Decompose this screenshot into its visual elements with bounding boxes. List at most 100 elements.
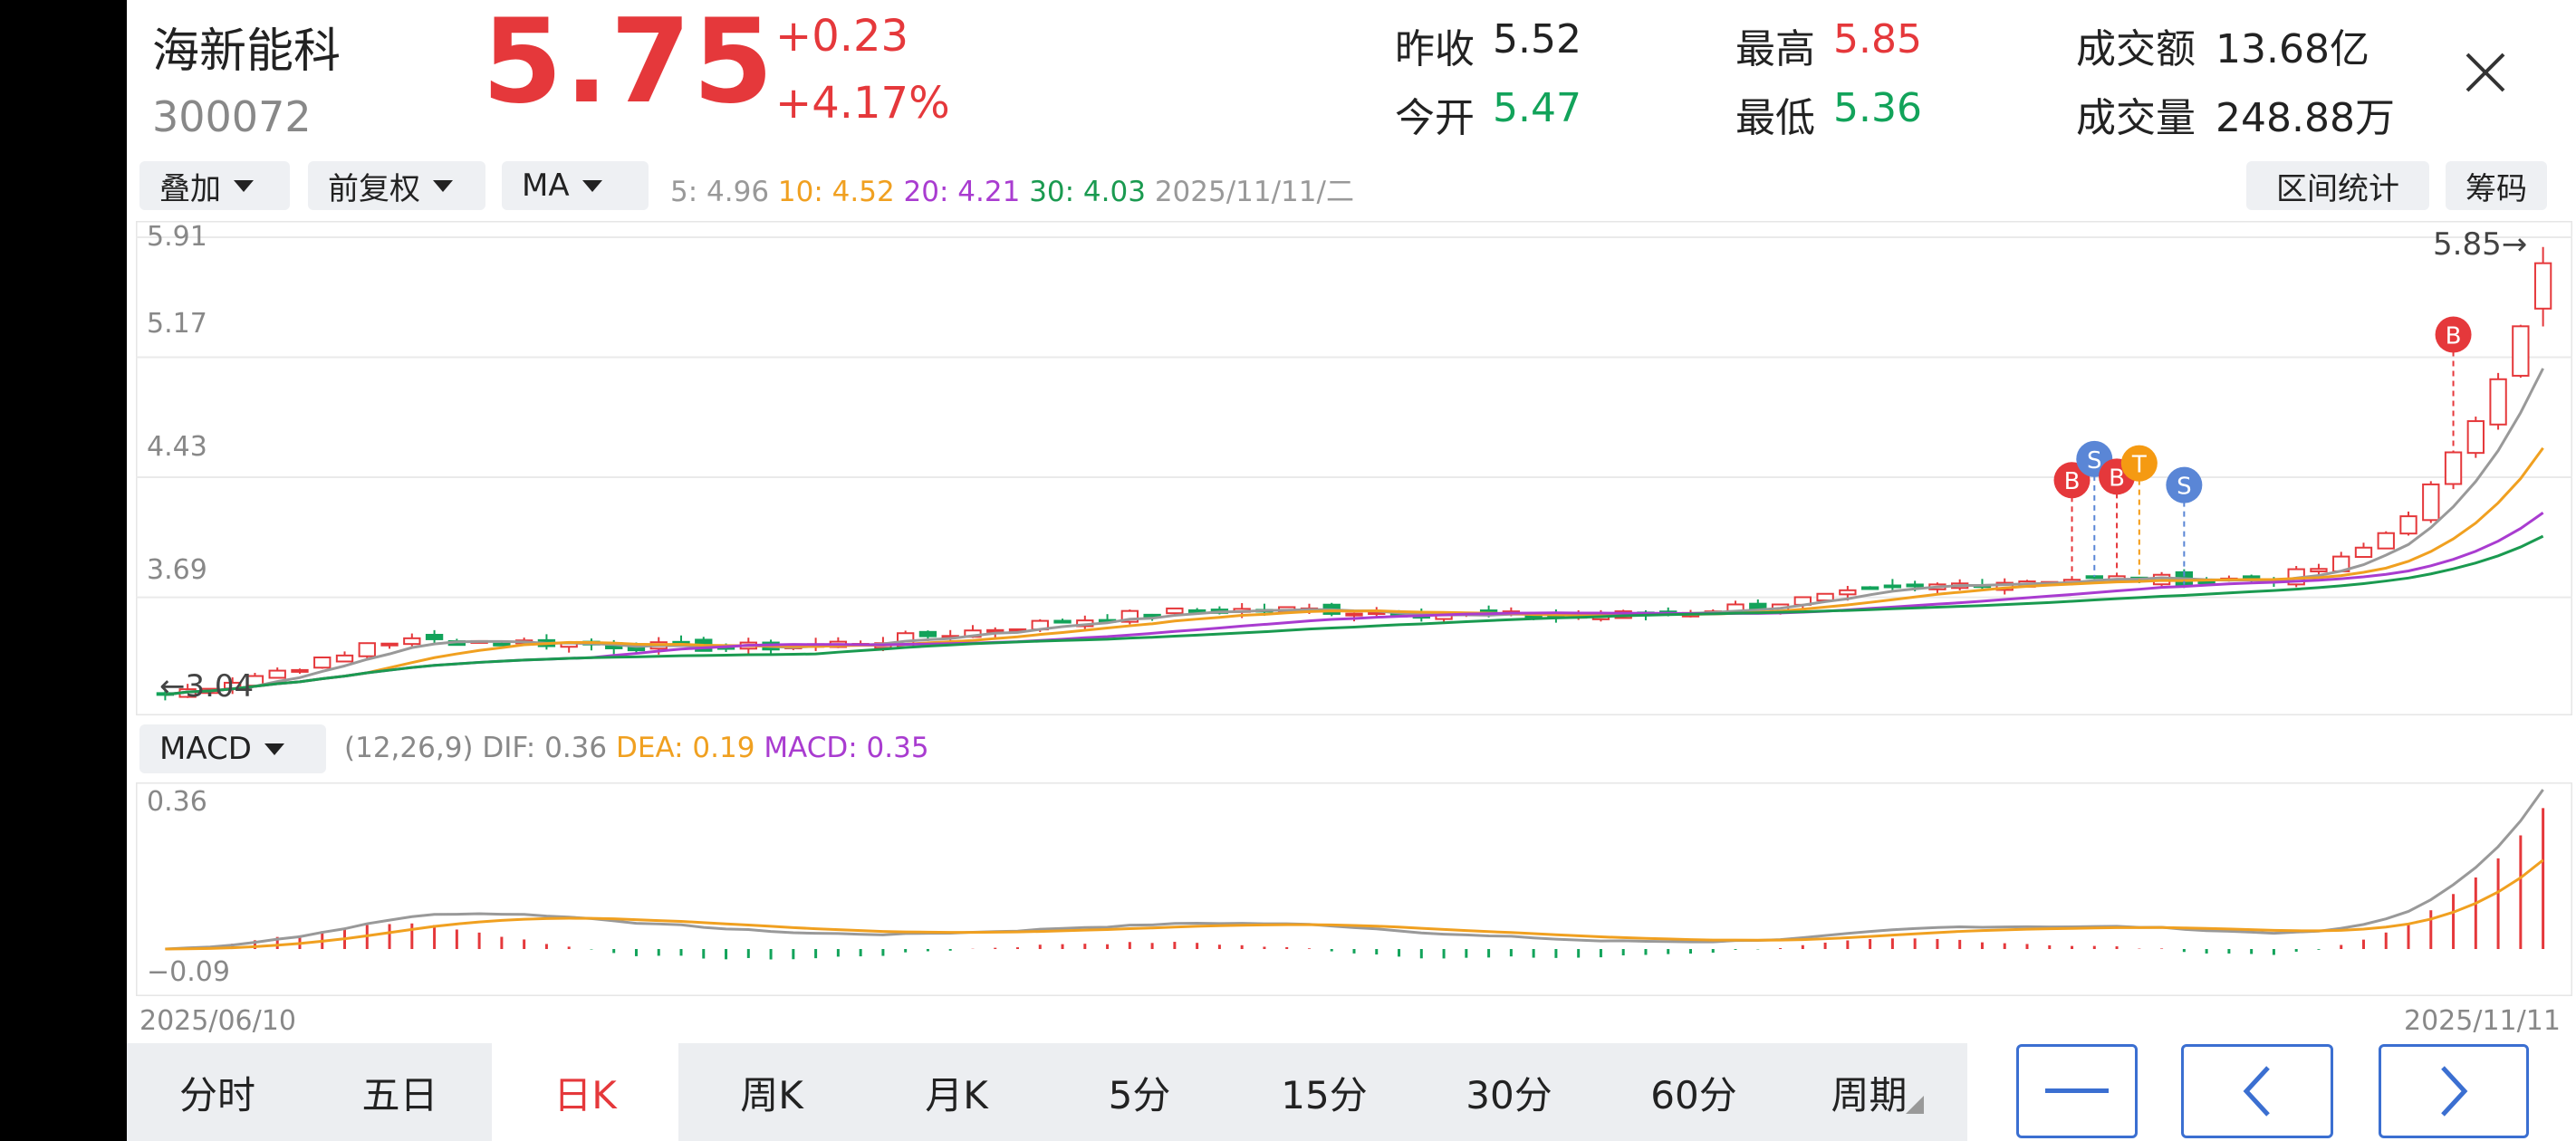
- stock-name: 海新能科: [152, 24, 341, 79]
- candle-body: [2512, 325, 2530, 377]
- macd-selector-label: MACD: [159, 731, 252, 767]
- candle-body: [1120, 609, 1139, 623]
- ma30-value: 30: 4.03: [1029, 176, 1146, 208]
- volume-label: 成交量: [2076, 95, 2196, 141]
- candle-body: [1906, 583, 1924, 588]
- close-icon[interactable]: [2460, 47, 2511, 98]
- chevron-left-icon: [2243, 1066, 2270, 1117]
- adjust-label: 前复权: [328, 170, 420, 207]
- trade-marker-text: B: [2109, 465, 2125, 492]
- tab-monthly-k[interactable]: 月K: [925, 1072, 988, 1117]
- macd-dropdown[interactable]: MACD: [139, 724, 326, 773]
- indicator-dropdown[interactable]: MA: [502, 161, 649, 210]
- kline-chart[interactable]: BSB TSB: [136, 221, 2572, 715]
- candle-body: [268, 669, 286, 679]
- candle-body: [1816, 592, 1834, 602]
- trade-marker-text: S: [2087, 447, 2102, 475]
- high-label: 最高: [1735, 26, 1815, 72]
- tab-period-more[interactable]: 周期: [1787, 1043, 1967, 1141]
- ma5-value: 5: 4.96: [670, 176, 770, 208]
- macd-params: (12,26,9) DIF: 0.36: [344, 732, 608, 764]
- tab-intraday[interactable]: 分时: [178, 1072, 255, 1117]
- candle-body: [291, 668, 309, 673]
- tab-5min[interactable]: 5分: [1108, 1072, 1171, 1117]
- tab-15min[interactable]: 15分: [1281, 1072, 1368, 1117]
- candle-body: [1345, 612, 1363, 617]
- tab-five-day[interactable]: 五日: [361, 1072, 438, 1117]
- trade-marker-text: S: [2177, 474, 2192, 501]
- dea-line: [165, 858, 2544, 951]
- chart-frame: [136, 221, 2572, 715]
- candle-body: [1187, 609, 1206, 613]
- trade-marker-t: [2120, 445, 2158, 482]
- macd-chart[interactable]: [136, 782, 2572, 996]
- chevron-down-icon: [264, 743, 284, 755]
- macd-y-bottom: −0.09: [147, 956, 230, 988]
- tab-60min[interactable]: 60分: [1650, 1072, 1737, 1117]
- candle-body: [986, 628, 1004, 633]
- ma20-value: 20: 4.21: [903, 176, 1021, 208]
- stock-detail-screen: 海新能科 300072 5.75 +0.23 +4.17% 昨收 5.52 今开…: [127, 0, 2576, 1141]
- chevron-down-icon: [234, 179, 254, 192]
- candle-body: [313, 657, 332, 669]
- price-change: +0.23: [775, 11, 909, 62]
- low-value: 5.36: [1833, 85, 1922, 131]
- candle-body: [2197, 580, 2216, 585]
- macd-value: MACD: 0.35: [764, 732, 929, 764]
- candle-body: [1143, 613, 1161, 618]
- trade-marker-text: B: [2064, 468, 2081, 495]
- zoom-out-button[interactable]: [2016, 1044, 2138, 1138]
- candle-body: [2422, 483, 2440, 522]
- candle-body: [1166, 607, 1184, 615]
- candle-body: [1839, 589, 1857, 596]
- candle-body: [380, 642, 399, 647]
- overlay-label: 叠加: [159, 170, 221, 207]
- tab-weekly-k[interactable]: 周K: [740, 1072, 803, 1117]
- trade-marker-text: B: [2446, 323, 2462, 350]
- ma10-line: [165, 446, 2544, 696]
- candle-body: [2533, 262, 2552, 310]
- interval-stats-button[interactable]: 区间统计: [2246, 161, 2429, 210]
- end-date: 2025/11/11: [2404, 1005, 2561, 1037]
- chevron-right-icon: [2441, 1066, 2468, 1117]
- adjust-dropdown[interactable]: 前复权: [308, 161, 485, 210]
- prev-close-label: 昨收: [1395, 26, 1475, 72]
- candle-body: [2466, 420, 2485, 455]
- overlay-dropdown[interactable]: 叠加: [139, 161, 290, 210]
- candle-body: [1749, 602, 1767, 609]
- candle-body: [358, 642, 376, 657]
- macd-y-top: 0.36: [147, 786, 207, 818]
- candle-body: [1883, 584, 1902, 589]
- macd-frame: [136, 782, 2572, 996]
- prev-close-value: 5.52: [1493, 16, 1581, 62]
- tab-30min[interactable]: 30分: [1466, 1072, 1552, 1117]
- candle-body: [2310, 568, 2328, 573]
- open-value: 5.47: [1493, 85, 1581, 131]
- candle-body: [2354, 546, 2373, 559]
- scroll-left-button[interactable]: [2181, 1044, 2333, 1138]
- max-price-label: 5.85→: [2433, 226, 2528, 263]
- min-price-label: ←3.04: [159, 668, 255, 705]
- ma10-value: 10: 4.52: [777, 176, 895, 208]
- y-tick-label: 5.91: [147, 221, 207, 253]
- ma20-line: [165, 512, 2544, 696]
- start-date: 2025/06/10: [139, 1005, 296, 1037]
- candle-body: [1053, 619, 1072, 624]
- trade-marker-text: T: [2131, 452, 2147, 479]
- dea-value: DEA: 0.19: [616, 732, 755, 764]
- candle-body: [425, 633, 444, 640]
- trade-marker-b: [2435, 316, 2472, 353]
- y-tick-label: 3.69: [147, 554, 207, 586]
- scroll-right-button[interactable]: [2379, 1044, 2529, 1138]
- current-price: 5.75: [482, 0, 775, 129]
- candle-body: [493, 642, 511, 647]
- high-value: 5.85: [1833, 16, 1922, 62]
- tab-daily-k[interactable]: 日K: [492, 1043, 678, 1141]
- candle-body: [403, 637, 421, 646]
- indicator-label: MA: [522, 168, 570, 204]
- chips-button[interactable]: 筹码: [2446, 161, 2547, 210]
- ma-legend: 5: 4.96 10: 4.52 20: 4.21 30: 4.03 2025/…: [670, 168, 1354, 209]
- amount-label: 成交额: [2076, 26, 2196, 72]
- stock-code: 300072: [152, 92, 312, 141]
- candle-body: [2444, 451, 2463, 485]
